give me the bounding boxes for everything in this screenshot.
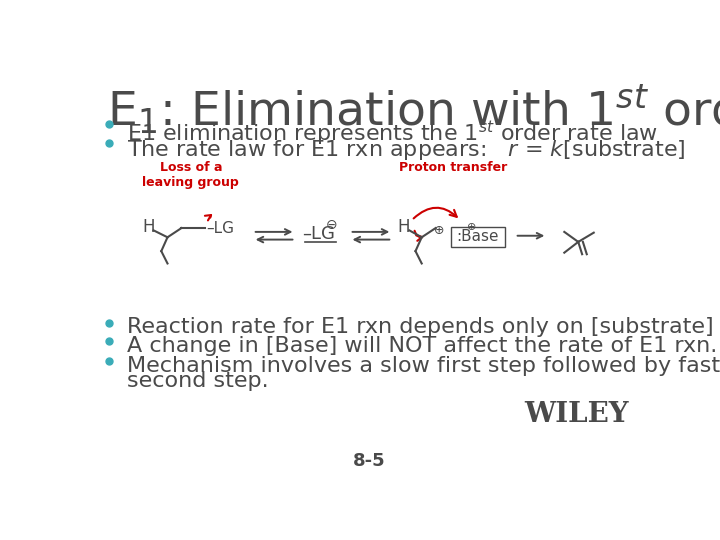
Text: –LG: –LG xyxy=(302,225,335,243)
Text: E1 elimination represents the 1$^{st}$ order rate law: E1 elimination represents the 1$^{st}$ o… xyxy=(127,119,658,147)
Text: 8-5: 8-5 xyxy=(353,452,385,470)
Text: ⊕: ⊕ xyxy=(433,224,444,237)
Text: H: H xyxy=(142,218,154,235)
Text: –LG: –LG xyxy=(206,220,234,235)
FancyArrowPatch shape xyxy=(205,215,211,220)
Text: H: H xyxy=(397,218,410,235)
Text: second step.: second step. xyxy=(127,372,269,392)
Text: WILEY: WILEY xyxy=(524,401,629,428)
Text: The rate law for E1 rxn appears:   $r$ = $k$[substrate]: The rate law for E1 rxn appears: $r$ = $… xyxy=(127,138,685,162)
Text: Loss of a
leaving group: Loss of a leaving group xyxy=(143,161,239,189)
Text: :Base: :Base xyxy=(456,229,499,244)
Text: ⊖: ⊖ xyxy=(326,218,338,232)
Text: E$_1$: Elimination with 1$^{st}$ order kinetics: E$_1$: Elimination with 1$^{st}$ order k… xyxy=(107,82,720,136)
FancyArrowPatch shape xyxy=(413,208,456,218)
FancyArrowPatch shape xyxy=(415,231,422,241)
FancyBboxPatch shape xyxy=(451,226,505,247)
Text: A change in [Base] will NOT affect the rate of E1 rxn.: A change in [Base] will NOT affect the r… xyxy=(127,336,717,356)
Text: ⊕: ⊕ xyxy=(467,221,476,232)
Text: Reaction rate for E1 rxn depends only on [substrate]: Reaction rate for E1 rxn depends only on… xyxy=(127,318,714,338)
Text: Proton transfer: Proton transfer xyxy=(399,161,507,174)
Text: Mechanism involves a slow first step followed by fast: Mechanism involves a slow first step fol… xyxy=(127,356,720,376)
